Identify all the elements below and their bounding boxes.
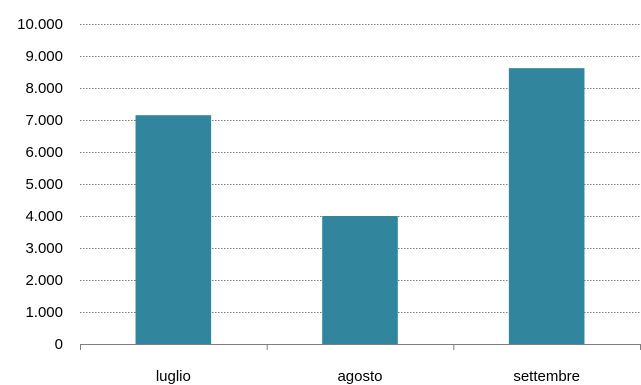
y-tick-label: 4.000 <box>25 208 63 225</box>
y-tick-label: 3.000 <box>25 240 63 257</box>
y-axis-ticks: 0 1.000 2.000 3.000 4.000 5.000 6.000 7.000 8.00… <box>17 16 63 353</box>
bars <box>135 68 585 344</box>
x-axis-ticks: luglio agosto settembre <box>80 344 641 385</box>
x-category-label: luglio <box>156 368 191 385</box>
bar-agosto <box>322 216 398 344</box>
y-tick-label: 8.000 <box>25 80 63 97</box>
y-tick-label: 2.000 <box>25 272 63 289</box>
x-category-label: agosto <box>337 368 382 385</box>
y-tick-label: 10.000 <box>17 16 63 33</box>
y-tick-label: 1.000 <box>25 304 63 321</box>
y-tick-label: 6.000 <box>25 144 63 161</box>
bar-luglio <box>135 115 212 344</box>
x-category-label: settembre <box>513 368 580 385</box>
y-tick-label: 7.000 <box>25 112 63 129</box>
y-tick-label: 9.000 <box>25 48 63 65</box>
bar-settembre <box>508 68 585 344</box>
y-tick-label: 5.000 <box>25 176 63 193</box>
y-tick-label: 0 <box>55 336 63 353</box>
